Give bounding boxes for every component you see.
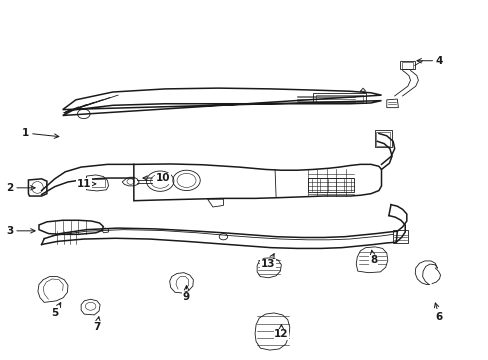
Bar bbox=[375, 132, 389, 145]
Text: 10: 10 bbox=[142, 173, 170, 183]
Text: 11: 11 bbox=[76, 179, 96, 189]
Text: 13: 13 bbox=[261, 254, 275, 269]
Bar bbox=[392, 230, 407, 243]
Text: 8: 8 bbox=[369, 250, 376, 265]
Bar bbox=[307, 178, 353, 192]
Text: 3: 3 bbox=[6, 226, 35, 236]
Bar bbox=[315, 95, 362, 102]
Text: 7: 7 bbox=[93, 317, 101, 332]
Bar bbox=[374, 130, 391, 147]
Text: 4: 4 bbox=[416, 56, 442, 66]
Text: 12: 12 bbox=[274, 325, 288, 339]
Text: 5: 5 bbox=[51, 303, 61, 318]
Text: 1: 1 bbox=[22, 128, 59, 138]
Bar bbox=[401, 62, 412, 68]
Text: 6: 6 bbox=[433, 303, 442, 322]
Bar bbox=[399, 61, 414, 69]
Text: 9: 9 bbox=[183, 285, 190, 302]
Bar bbox=[90, 179, 105, 188]
Text: 2: 2 bbox=[6, 183, 35, 193]
Bar bbox=[312, 93, 365, 103]
